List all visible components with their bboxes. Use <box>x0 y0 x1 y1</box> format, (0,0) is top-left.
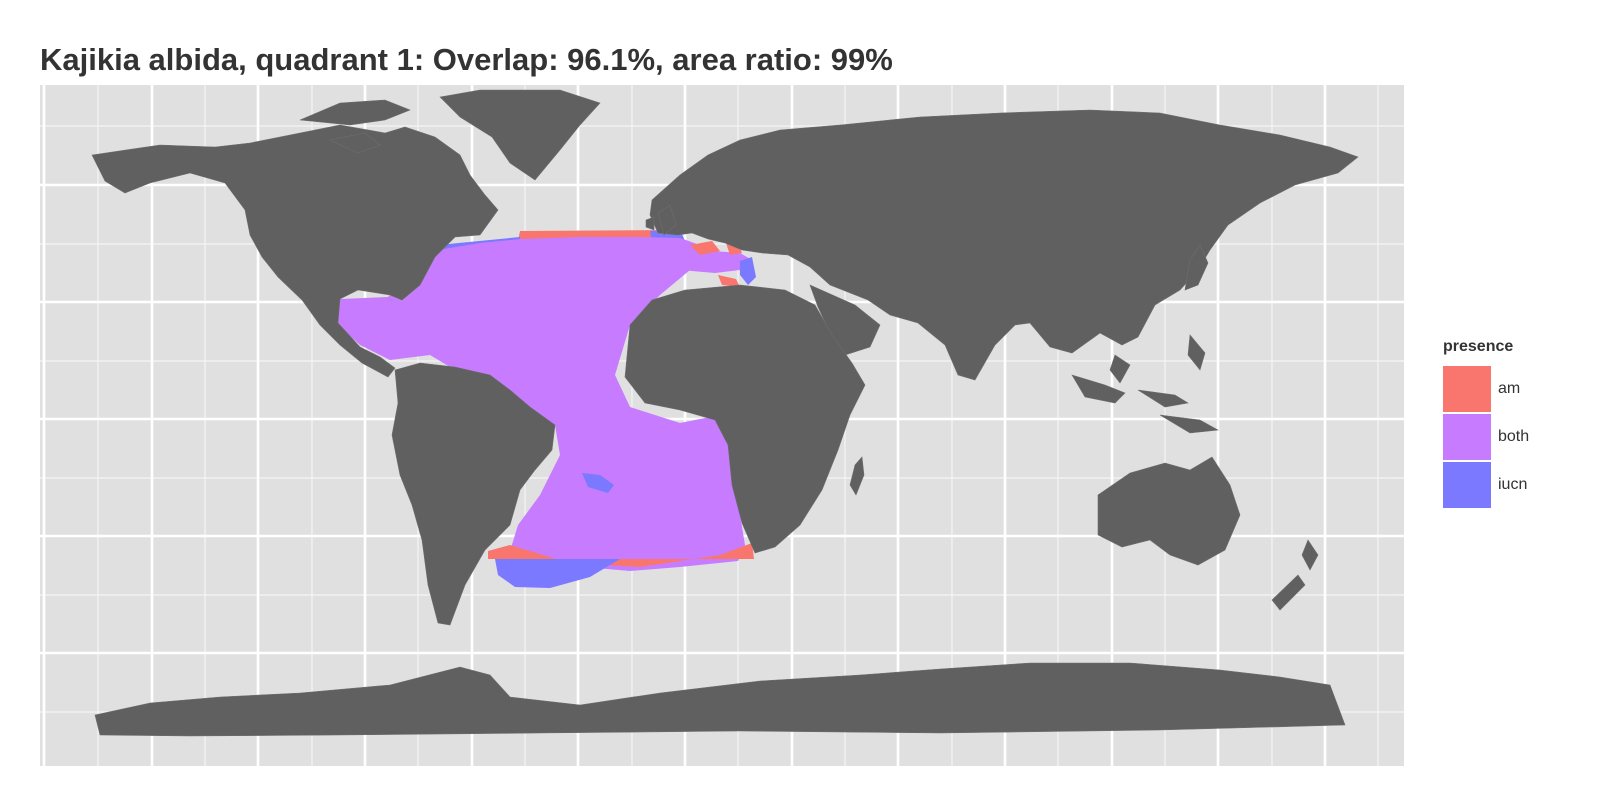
world-map <box>40 85 1404 766</box>
legend-title: presence <box>1443 338 1514 355</box>
europe-asia-land <box>649 109 1359 381</box>
am-region-mediterranean-south <box>718 275 740 287</box>
africa-land <box>624 284 866 554</box>
japan-land <box>1184 244 1209 291</box>
legend-swatch-both <box>1443 414 1491 460</box>
am-region-mediterranean-west <box>690 241 720 255</box>
north-america-land <box>91 124 499 378</box>
new-zealand-land <box>1271 539 1319 611</box>
iucn-region-south-lobe <box>495 559 620 588</box>
presence-overlay <box>338 230 756 588</box>
legend-item-am: am <box>1443 365 1529 413</box>
antarctica-land <box>94 662 1346 737</box>
arctic-islands-land <box>299 99 411 154</box>
am-region-south-strip <box>488 543 754 567</box>
greenland-land <box>439 89 601 181</box>
legend: presence am both iucn <box>1443 338 1529 509</box>
both-region-mediterranean <box>665 250 752 273</box>
legend-label-both: both <box>1498 428 1530 445</box>
legend-item-both: both <box>1443 413 1529 461</box>
arabia-land <box>809 284 881 356</box>
british-isles-land <box>645 204 677 236</box>
iucn-region-mediterranean-east <box>740 257 756 285</box>
plot-title: Kajikia albida, quadrant 1: Overlap: 96.… <box>40 42 893 77</box>
land-masses <box>91 89 1359 737</box>
legend-swatch-am <box>1443 366 1491 412</box>
madagascar-land <box>849 456 865 496</box>
south-america-land <box>391 362 556 626</box>
legend-swatch-iucn <box>1443 462 1491 508</box>
legend-label-am: am <box>1498 380 1521 397</box>
legend-item-iucn: iucn <box>1443 461 1529 509</box>
map-panel <box>40 85 1404 766</box>
legend-label-iucn: iucn <box>1498 476 1528 493</box>
both-region-atlantic <box>338 237 745 571</box>
australia-land <box>1097 456 1241 566</box>
southeast-asia-islands-land <box>1071 334 1219 434</box>
iucn-region-mid-atlantic-islands <box>582 473 614 493</box>
